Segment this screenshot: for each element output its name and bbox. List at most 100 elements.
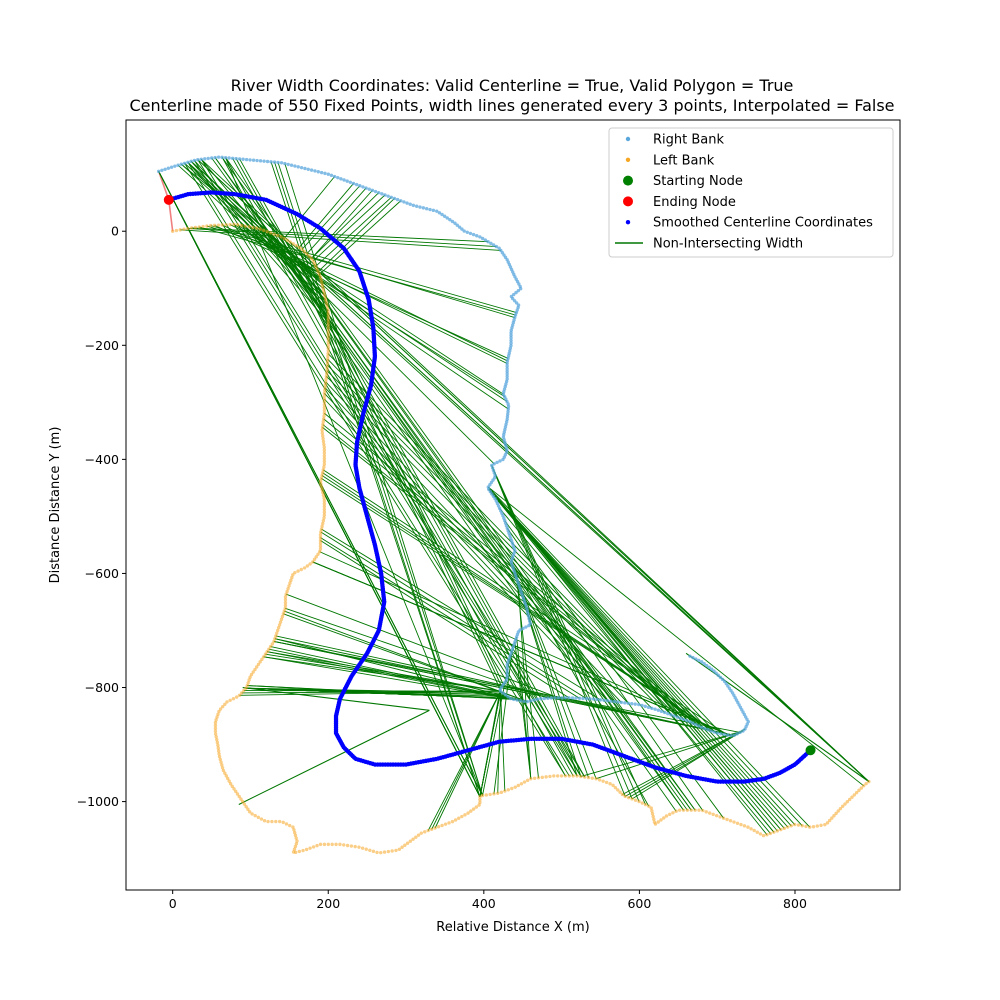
width-line — [320, 531, 587, 700]
right-bank-point — [506, 356, 510, 361]
right-bank-point — [255, 158, 259, 163]
left-bank-point — [827, 818, 832, 823]
left-bank-point — [321, 490, 325, 495]
left-bank-point — [349, 844, 354, 848]
right-bank-point — [373, 189, 378, 194]
right-bank-point — [505, 377, 509, 381]
right-bank-point — [725, 733, 730, 737]
left-bank-point — [830, 816, 834, 820]
right-bank-point — [525, 606, 529, 611]
right-bank-point — [699, 725, 704, 730]
left-bank-point — [251, 670, 255, 674]
right-bank-point — [457, 225, 462, 229]
left-bank-point — [223, 771, 227, 775]
left-bank-point — [834, 811, 838, 816]
width-line — [289, 241, 503, 688]
right-bank-point — [509, 559, 514, 563]
width-line — [295, 245, 504, 685]
left-bank-point — [215, 740, 220, 745]
left-bank-point — [315, 267, 319, 271]
left-bank-point — [416, 833, 421, 837]
left-bank-point — [471, 807, 476, 811]
right-bank-point — [563, 696, 568, 700]
right-bank-point — [486, 240, 490, 244]
left-bank-point — [322, 400, 327, 404]
y-tick-label: −200 — [85, 338, 119, 353]
plot-area — [156, 155, 871, 855]
right-bank-point — [498, 689, 503, 693]
right-bank-point — [475, 234, 479, 238]
left-bank-point — [279, 617, 284, 622]
legend-label: Left Bank — [653, 153, 715, 168]
left-bank-point — [321, 286, 325, 291]
left-bank-point — [861, 784, 866, 788]
left-bank-point — [732, 820, 736, 824]
left-bank-point — [322, 391, 327, 396]
right-bank-point — [709, 729, 713, 733]
right-bank-point — [421, 206, 426, 210]
width-line — [200, 158, 870, 782]
left-bank-point — [836, 809, 840, 813]
left-bank-point — [326, 329, 330, 333]
left-bank-point — [613, 785, 618, 790]
left-bank-point — [477, 803, 481, 807]
right-bank-point — [169, 165, 174, 169]
right-bank-point — [468, 231, 473, 236]
right-bank-point — [640, 703, 644, 708]
right-bank-point — [609, 699, 613, 703]
left-bank-point — [411, 837, 415, 841]
right-bank-point — [279, 161, 284, 165]
left-bank-point — [295, 839, 299, 843]
right-bank-point — [720, 677, 725, 682]
left-bank-point — [325, 368, 329, 373]
right-bank-point — [556, 696, 561, 700]
right-bank-point — [602, 698, 606, 702]
left-bank-point — [718, 815, 722, 819]
left-bank-point — [293, 844, 298, 849]
right-bank-point — [656, 708, 661, 712]
left-bank-point — [322, 507, 327, 512]
right-bank-point — [323, 171, 327, 176]
right-bank-point — [574, 696, 578, 700]
left-bank-point — [746, 825, 750, 829]
left-bank-point — [312, 557, 317, 562]
right-bank-point — [505, 662, 509, 667]
left-bank-point — [323, 295, 327, 299]
left-bank-point — [178, 228, 182, 232]
left-bank-point — [305, 564, 310, 568]
right-bank-point — [697, 658, 701, 663]
left-bank-point — [322, 414, 326, 418]
left-bank-point — [236, 223, 240, 227]
width-line — [299, 183, 354, 248]
right-bank-point — [549, 696, 554, 700]
left-bank-point — [297, 245, 302, 250]
left-bank-point — [322, 402, 327, 407]
left-bank-point — [322, 842, 327, 847]
left-bank-point — [571, 774, 575, 778]
width-line — [487, 486, 782, 830]
left-bank-point — [867, 779, 871, 784]
y-tick-label: −1000 — [77, 794, 119, 809]
left-bank-point — [237, 794, 241, 799]
left-bank-point — [586, 775, 591, 780]
left-bank-point — [205, 224, 209, 228]
left-bank-point — [469, 809, 473, 813]
width-line — [516, 578, 539, 778]
left-bank-point — [231, 697, 236, 701]
left-bank-point — [775, 829, 780, 833]
right-bank-point — [216, 155, 221, 159]
left-bank-point — [671, 811, 675, 815]
left-bank-point — [620, 792, 625, 797]
left-bank-point — [460, 814, 464, 819]
right-bank-point — [646, 705, 651, 710]
left-bank-point — [382, 850, 387, 854]
right-bank-point — [437, 211, 442, 215]
left-bank-point — [804, 824, 808, 829]
right-bank-point — [527, 619, 532, 623]
left-bank-point — [220, 763, 224, 767]
left-bank-point — [287, 823, 292, 828]
left-bank-point — [453, 818, 458, 822]
left-bank-point — [273, 637, 277, 641]
legend-swatch — [623, 175, 633, 186]
left-bank-point — [322, 456, 327, 461]
